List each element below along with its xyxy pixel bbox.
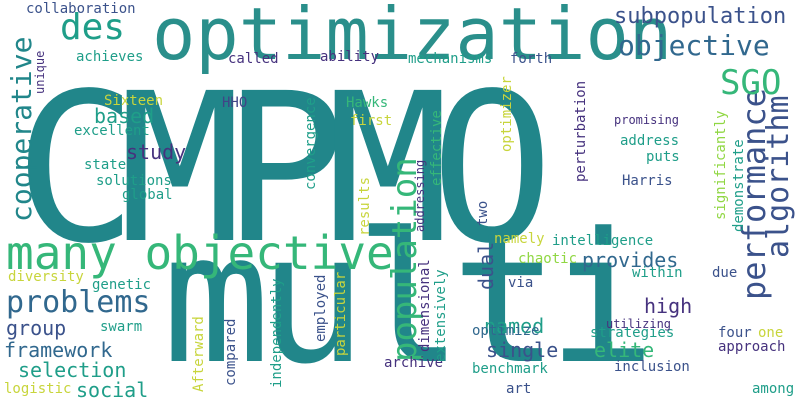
word-logistic: logistic — [4, 381, 72, 397]
word-compared: compared — [223, 318, 239, 386]
word-sgo: SGO — [720, 63, 782, 103]
word-first: first — [350, 113, 393, 129]
word-via: via — [508, 275, 534, 291]
word-dimensional: dimensional — [417, 259, 433, 352]
word-two: two — [475, 200, 491, 226]
word-objective: objective — [618, 29, 770, 62]
word-optimization: optimization — [152, 0, 673, 76]
word-optimize: optimize — [472, 323, 540, 339]
word-genetic: genetic — [92, 277, 152, 293]
word-approach: approach — [718, 339, 786, 355]
word-sixteen: Sixteen — [104, 93, 164, 109]
word-namely: namely — [494, 231, 545, 247]
word-hho: HHO — [222, 95, 248, 111]
word-one: one — [758, 325, 784, 341]
word-effective: effective — [429, 110, 445, 186]
word-due: due — [712, 265, 738, 281]
word-based: based — [94, 104, 155, 128]
word-cooperative: cooperative — [5, 36, 38, 222]
word-social: social — [76, 378, 149, 400]
word-strategies: strategies — [590, 325, 675, 341]
word-algorithm: algorithm — [761, 95, 796, 258]
word-significantly: significantly — [713, 110, 729, 220]
word-provides: provides — [582, 248, 679, 272]
word-art: art — [506, 381, 532, 397]
word-results: results — [357, 176, 373, 236]
word-mechanisms: mechanisms — [408, 51, 493, 67]
word-inclusion: inclusion — [614, 359, 690, 375]
word-unique: unique — [33, 50, 47, 94]
word-high: high — [644, 294, 693, 318]
word-independently: independently — [269, 278, 285, 388]
word-problems: problems — [6, 285, 151, 320]
word-addressing: addressing — [413, 159, 427, 232]
word-many-objective: many objective — [6, 226, 394, 280]
word-extensively: extensively — [433, 269, 449, 362]
word-perturbation: perturbation — [573, 80, 589, 182]
word-within: within — [632, 265, 683, 281]
word-afterward: Afterward — [191, 316, 207, 392]
word-named: named — [484, 314, 545, 338]
word-four: four — [718, 325, 752, 341]
word-puts: puts — [646, 149, 680, 165]
word-utilizing: utilizing — [606, 317, 672, 331]
word-achieves: achieves — [76, 49, 144, 65]
word-ability: ability — [320, 49, 380, 65]
word-elite: elite — [594, 338, 655, 362]
word-called: called — [228, 51, 279, 67]
word-des: des — [60, 7, 126, 48]
word-subpopulation: subpopulation — [614, 4, 787, 29]
word-collaboration: collaboration — [26, 1, 136, 17]
word-group: group — [6, 316, 67, 340]
word-single: single — [486, 338, 559, 362]
word-diversity: diversity — [8, 269, 84, 285]
word-particular: particular — [333, 271, 349, 356]
word-swarm: swarm — [100, 319, 143, 335]
word-harris: Harris — [622, 173, 673, 189]
word-dual: dual — [474, 241, 498, 290]
word-framework: framework — [4, 338, 113, 362]
word-demonstrate: demonstrate — [731, 139, 747, 232]
word-solutions: solutions — [96, 173, 172, 189]
word-employed: employed — [313, 274, 329, 342]
word-among: among — [752, 381, 795, 397]
word-address: address — [620, 133, 680, 149]
word-intelligence: intelligence — [552, 233, 654, 249]
word-multi: multi — [162, 195, 656, 400]
word-convergence: convergence — [303, 97, 319, 190]
word-chaotic: chaotic — [518, 251, 578, 267]
word-benchmark: benchmark — [472, 361, 548, 377]
word-study: study — [126, 140, 187, 164]
word-excellent: excellent — [74, 123, 150, 139]
word-global: global — [122, 187, 173, 203]
word-archive: archive — [384, 355, 444, 371]
word-selection: selection — [18, 358, 127, 382]
word-promising: promising — [614, 113, 680, 127]
word-hawks: Hawks — [346, 95, 389, 111]
word-forth: forth — [510, 51, 553, 67]
word-cmpmo: CMPMO — [14, 49, 554, 289]
word-state: state — [84, 157, 127, 173]
word-optimizer: optimizer — [499, 76, 515, 152]
